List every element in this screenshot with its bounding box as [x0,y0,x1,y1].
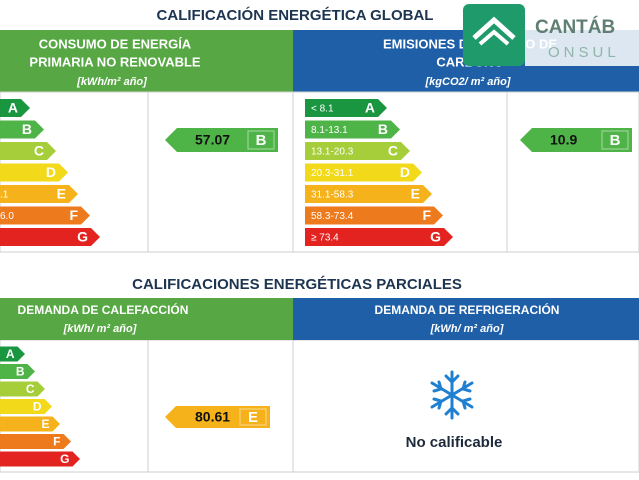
panel-borders [0,91,639,473]
rating-letter: E [248,409,258,426]
scale-letter: G [430,229,441,245]
scale-letter: C [34,143,44,159]
scale-letter: D [400,164,410,180]
scale-bar [0,416,60,432]
scale-bar [305,163,422,182]
scale-bar [305,142,410,160]
logo-backdrop [525,4,639,66]
scale-bar [0,451,80,467]
scale-letter: F [422,207,431,223]
scale-bar [0,142,56,160]
scale-bar [0,346,25,362]
no-calificable: No calificable [406,434,503,451]
scale-letter: G [60,452,69,466]
rating-letter: B [610,132,621,149]
logo-mark [463,4,525,66]
snowflake-icon [430,370,474,420]
scale-letter: C [26,382,35,396]
global-title: CALIFICACIÓN ENERGÉTICA GLOBAL [157,6,434,24]
scale-bar [0,99,30,117]
rating-value: 80.61 [195,409,230,425]
scale-letter: G [77,229,88,245]
rating-value: 57.07 [195,132,230,148]
logo-house [472,16,516,40]
scale-bar [0,434,71,449]
logo: CANTÁB ONSUL [463,4,639,66]
scale-range: 8.1-13.1 [311,125,348,136]
scale-bar [0,206,90,225]
scale-bar [0,185,78,203]
scale-letter: B [378,121,388,137]
rating-box [247,130,275,150]
scale-range: 31.1-58.3 [311,190,354,201]
unit: [kWh/ m² año] [63,323,137,335]
scale-letter: A [6,347,15,361]
scale-range: 13.1-20.3 [311,147,354,158]
logo-sub: ONSUL [548,44,620,61]
consumo-header [0,30,293,92]
scale-range: 20.3-31.1 [311,168,354,179]
header-text: PRIMARIA NO RENOVABLE [29,54,201,69]
scale-bar [0,228,100,246]
header-text: DEMANDA DE CALEFACCIÓN [18,302,189,317]
header-text: CONSUMO DE ENERGÍA [39,36,192,51]
scale-bar [305,185,432,203]
scale-bar [0,364,35,379]
scale-bar [305,120,400,139]
scale-range: 58.3-73.4 [311,211,354,222]
scale-letter: B [16,365,25,379]
scale-bar [0,163,68,182]
scale-letter: B [22,121,32,137]
scale-letter: E [411,186,420,202]
scale-bar [305,206,443,225]
unit: [kWh/ m² año] [430,323,504,335]
scale-letter: C [388,143,398,159]
scale-bar [305,99,387,117]
parciales-title: CALIFICACIONES ENERGÉTICAS PARCIALES [132,276,462,293]
rating-box [239,408,267,426]
scale-range: ≥ 73.4 [311,233,339,244]
scale-letter: D [46,164,56,180]
logo-house [478,29,510,46]
scale-letter: E [57,186,66,202]
scale-range: 6.0 [0,211,14,222]
rating-letter: B [256,132,267,149]
rating-value: 10.9 [550,132,577,148]
scale-letter: F [53,435,60,449]
rating-box [601,130,629,150]
scale-letter: A [365,100,375,116]
scale-bar [305,228,453,246]
logo-name: CANTÁB [535,16,615,38]
scale-range: < 8.1 [311,104,334,115]
header-text: DEMANDA DE REFRIGERACIÓN [375,302,560,317]
scale-letter: E [41,417,49,431]
unit: [kgCO2/ m² año] [425,76,511,88]
scale-bar [0,399,52,414]
unit: [kWh/m² año] [76,76,147,88]
scale-bar [0,120,44,139]
scale-letter: D [33,400,42,414]
scale-letter: A [8,100,18,116]
refrigeracion-header [293,298,639,340]
calefaccion-header [0,298,293,340]
scale-bar [0,381,45,397]
scale-letter: F [69,207,78,223]
scale-range: .1 [0,190,9,201]
